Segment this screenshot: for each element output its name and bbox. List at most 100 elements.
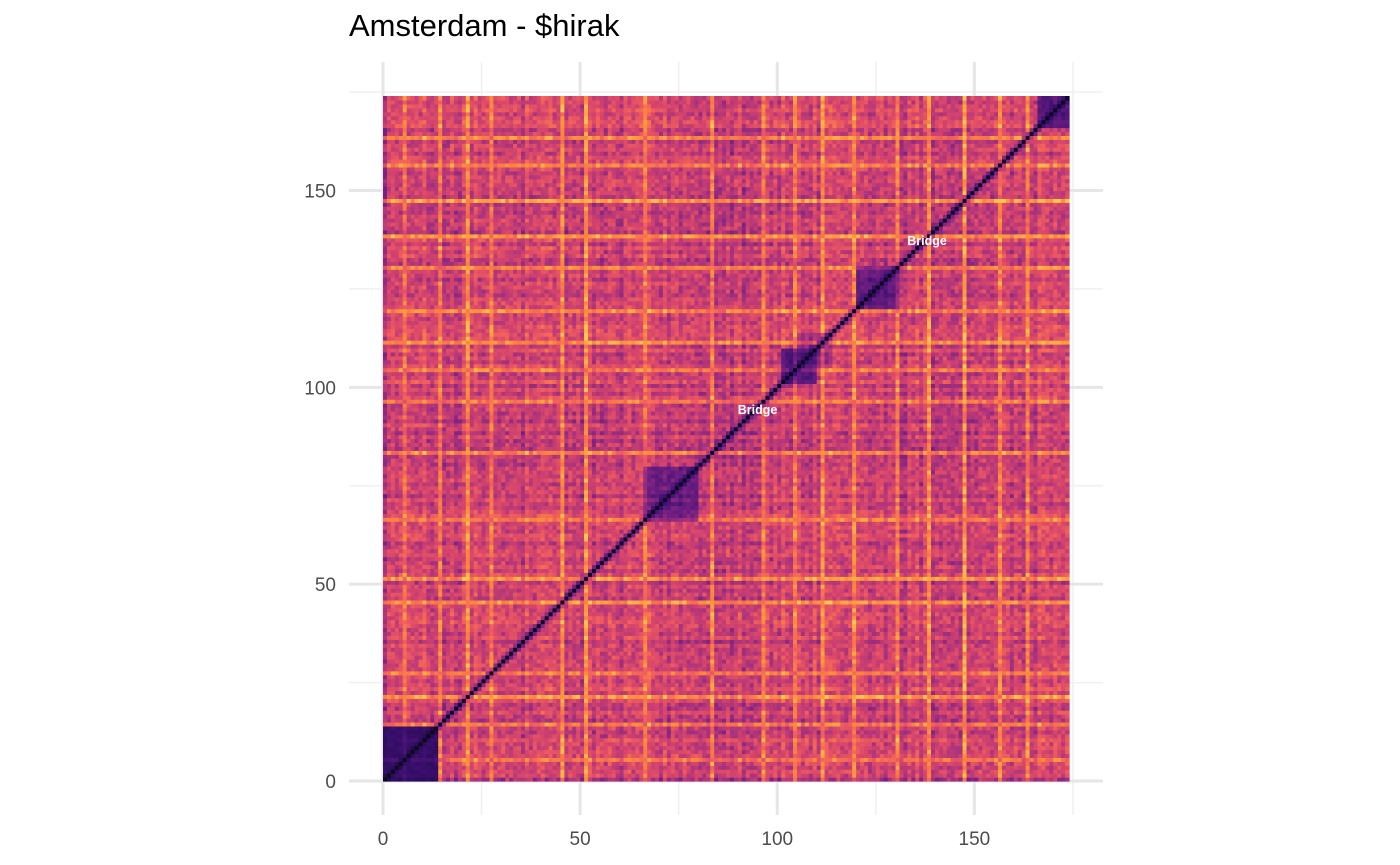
heatmap-cell: [710, 679, 715, 684]
heatmap-cell: [643, 683, 648, 688]
heatmap-cell: [935, 769, 940, 774]
heatmap-cell: [580, 773, 585, 778]
heatmap-cell: [545, 694, 550, 699]
heatmap-cell: [805, 667, 810, 672]
heatmap-cell: [1053, 777, 1058, 782]
heatmap-cell: [907, 690, 912, 695]
heatmap-cell: [663, 671, 668, 676]
heatmap-cell: [501, 746, 506, 751]
heatmap-cell: [663, 734, 668, 739]
heatmap-cell: [836, 742, 841, 747]
heatmap-cell: [844, 694, 849, 699]
heatmap-cell: [1010, 679, 1015, 684]
heatmap-cell: [470, 730, 475, 735]
heatmap-cell: [521, 761, 526, 766]
heatmap-cell: [809, 761, 814, 766]
heatmap-cell: [1041, 738, 1046, 743]
heatmap-cell: [919, 738, 924, 743]
heatmap-cell: [556, 773, 561, 778]
heatmap-cell: [651, 667, 656, 672]
heatmap-cell: [493, 679, 498, 684]
heatmap-cell: [687, 730, 692, 735]
heatmap-cell: [903, 714, 908, 719]
heatmap-cell: [623, 753, 628, 758]
heatmap-cell: [458, 738, 463, 743]
heatmap-cell: [943, 750, 948, 755]
heatmap-cell: [994, 714, 999, 719]
heatmap-cell: [742, 750, 747, 755]
heatmap-cell: [604, 698, 609, 703]
heatmap-cell: [675, 698, 680, 703]
heatmap-cell: [1065, 746, 1070, 751]
heatmap-cell: [604, 694, 609, 699]
heatmap-cell: [698, 667, 703, 672]
heatmap-cell: [446, 730, 451, 735]
heatmap-cell: [832, 710, 837, 715]
heatmap-cell: [1053, 687, 1058, 692]
heatmap-cell: [963, 765, 968, 770]
heatmap-cell: [596, 667, 601, 672]
heatmap-cell: [399, 722, 404, 727]
heatmap-cell: [568, 742, 573, 747]
heatmap-cell: [730, 667, 735, 672]
heatmap-cell: [1053, 765, 1058, 770]
heatmap-cell: [872, 679, 877, 684]
heatmap-cell: [470, 761, 475, 766]
heatmap-cell: [939, 690, 944, 695]
heatmap-cell: [907, 769, 912, 774]
heatmap-cell: [793, 667, 798, 672]
heatmap-cell: [509, 765, 514, 770]
heatmap-cell: [647, 679, 652, 684]
heatmap-cell: [927, 714, 932, 719]
heatmap-cell: [667, 726, 672, 731]
heatmap-cell: [383, 757, 388, 762]
heatmap-cell: [395, 769, 400, 774]
heatmap-cell: [1018, 753, 1023, 758]
heatmap-cell: [927, 777, 932, 782]
heatmap-cell: [383, 726, 388, 731]
heatmap-cell: [549, 757, 554, 762]
heatmap-cell: [959, 687, 964, 692]
heatmap-cell: [809, 722, 814, 727]
heatmap-cell: [982, 722, 987, 727]
heatmap-cell: [647, 687, 652, 692]
heatmap-cell: [852, 757, 857, 762]
heatmap-cell: [931, 714, 936, 719]
heatmap-cell: [994, 698, 999, 703]
heatmap-cell: [604, 765, 609, 770]
heatmap-cell: [880, 710, 885, 715]
heatmap-cell: [1006, 702, 1011, 707]
heatmap-cell: [564, 694, 569, 699]
heatmap-cell: [403, 679, 408, 684]
heatmap-cell: [560, 679, 565, 684]
heatmap-cell: [584, 683, 589, 688]
heatmap-cell: [576, 726, 581, 731]
heatmap-cell: [746, 679, 751, 684]
heatmap-cell: [675, 722, 680, 727]
heatmap-cell: [761, 671, 766, 676]
heatmap-cell: [880, 694, 885, 699]
heatmap-cell: [521, 698, 526, 703]
heatmap-cell: [789, 757, 794, 762]
heatmap-cell: [746, 671, 751, 676]
heatmap-cell: [718, 730, 723, 735]
heatmap-cell: [698, 777, 703, 782]
heatmap-cell: [474, 773, 479, 778]
heatmap-cell: [509, 742, 514, 747]
heatmap-cell: [572, 675, 577, 680]
heatmap-cell: [1006, 777, 1011, 782]
heatmap-cell: [545, 698, 550, 703]
heatmap-cell: [899, 687, 904, 692]
heatmap-cell: [990, 765, 995, 770]
heatmap-cell: [773, 690, 778, 695]
heatmap-cell: [588, 694, 593, 699]
heatmap-cell: [482, 679, 487, 684]
heatmap-cell: [986, 698, 991, 703]
heatmap-cell: [844, 769, 849, 774]
heatmap-cell: [730, 718, 735, 723]
heatmap-cell: [501, 683, 506, 688]
heatmap-cell: [446, 769, 451, 774]
heatmap-cell: [493, 738, 498, 743]
heatmap-cell: [966, 675, 971, 680]
heatmap-cell: [679, 742, 684, 747]
